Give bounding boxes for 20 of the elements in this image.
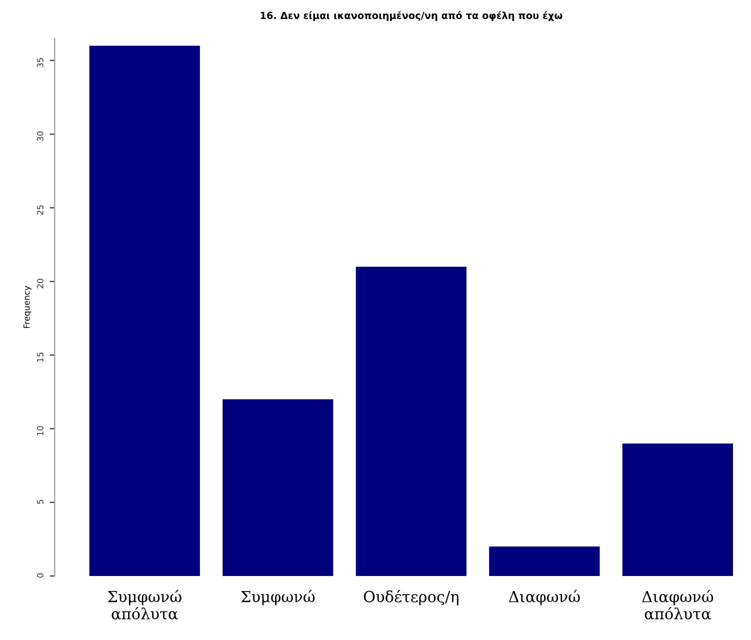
y-tick-label: 20 — [37, 278, 44, 288]
x-tick-label: Διαφωνώ απόλυτα — [642, 590, 714, 620]
y-tick-label: 30 — [37, 132, 44, 141]
bar — [356, 266, 466, 576]
x-tick-label: Ουδέτερος/η — [364, 590, 458, 606]
bar — [489, 546, 600, 576]
x-tick-label: Διαφωνώ — [508, 590, 580, 606]
y-tick-label: 5 — [37, 500, 44, 504]
chart-title: 16. Δεν είμαι ικανοποιημένος/νη από τα οφέλη που έχω — [260, 11, 562, 21]
y-tick-label: 15 — [37, 352, 44, 362]
bar — [89, 46, 200, 576]
x-tick-label: Συμφωνώ απόλυτα — [108, 590, 182, 620]
y-axis-title: Frequency — [24, 286, 32, 328]
y-tick-label: 0 — [37, 573, 44, 578]
y-tick-label: 10 — [37, 426, 44, 436]
y-tick-label: 35 — [37, 58, 44, 68]
x-tick-label: Συμφωνώ — [241, 590, 315, 606]
bar — [622, 443, 734, 576]
y-tick-label: 25 — [37, 205, 44, 215]
bar — [222, 399, 334, 576]
